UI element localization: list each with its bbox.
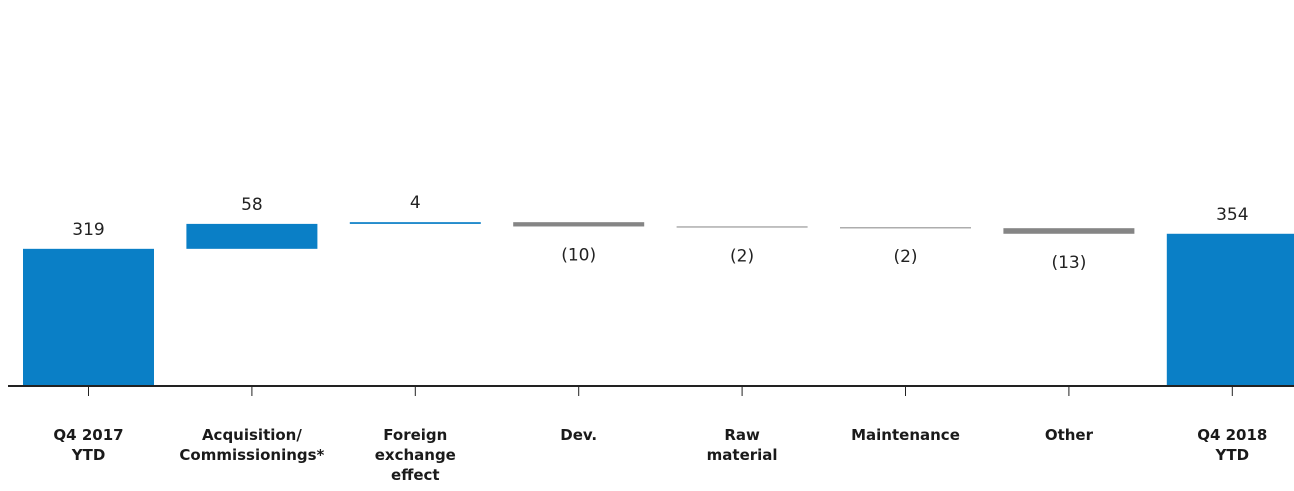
- data-label-5: (2): [893, 247, 917, 267]
- bar-4: [676, 226, 808, 228]
- x-tick-label-2-2: effect: [391, 466, 440, 484]
- x-tick-label-7-0: Q4 2018: [1197, 426, 1267, 444]
- bar-7: [1166, 233, 1294, 386]
- bar-2: [349, 222, 481, 224]
- bar-5: [840, 227, 971, 229]
- x-tick-label-1-0: Acquisition/: [202, 426, 302, 444]
- data-label-7: 354: [1216, 205, 1248, 225]
- x-tick-label-3-0: Dev.: [560, 426, 597, 444]
- bar-1: [186, 223, 318, 249]
- data-label-0: 319: [72, 220, 104, 240]
- bar-3: [513, 222, 645, 227]
- data-label-3: (10): [561, 245, 596, 265]
- x-tick-label-7-1: YTD: [1215, 446, 1250, 464]
- x-tick-label-0-1: YTD: [71, 446, 106, 464]
- x-tick-label-5-0: Maintenance: [851, 426, 960, 444]
- x-tick-label-0-0: Q4 2017: [53, 426, 123, 444]
- bar-6: [1003, 228, 1135, 234]
- x-tick-label-2-1: exchange: [375, 446, 456, 464]
- x-tick-label-4-0: Raw: [724, 426, 760, 444]
- x-tick-label-6-0: Other: [1045, 426, 1094, 444]
- x-tick-label-1-1: Commissionings*: [179, 446, 324, 464]
- data-label-4: (2): [730, 246, 754, 266]
- bar-0: [23, 248, 154, 386]
- x-tick-label-4-1: material: [707, 446, 778, 464]
- x-tick-label-2-0: Foreign: [383, 426, 447, 444]
- data-label-1: 58: [241, 195, 263, 215]
- data-label-6: (13): [1051, 253, 1086, 273]
- data-label-2: 4: [410, 193, 421, 213]
